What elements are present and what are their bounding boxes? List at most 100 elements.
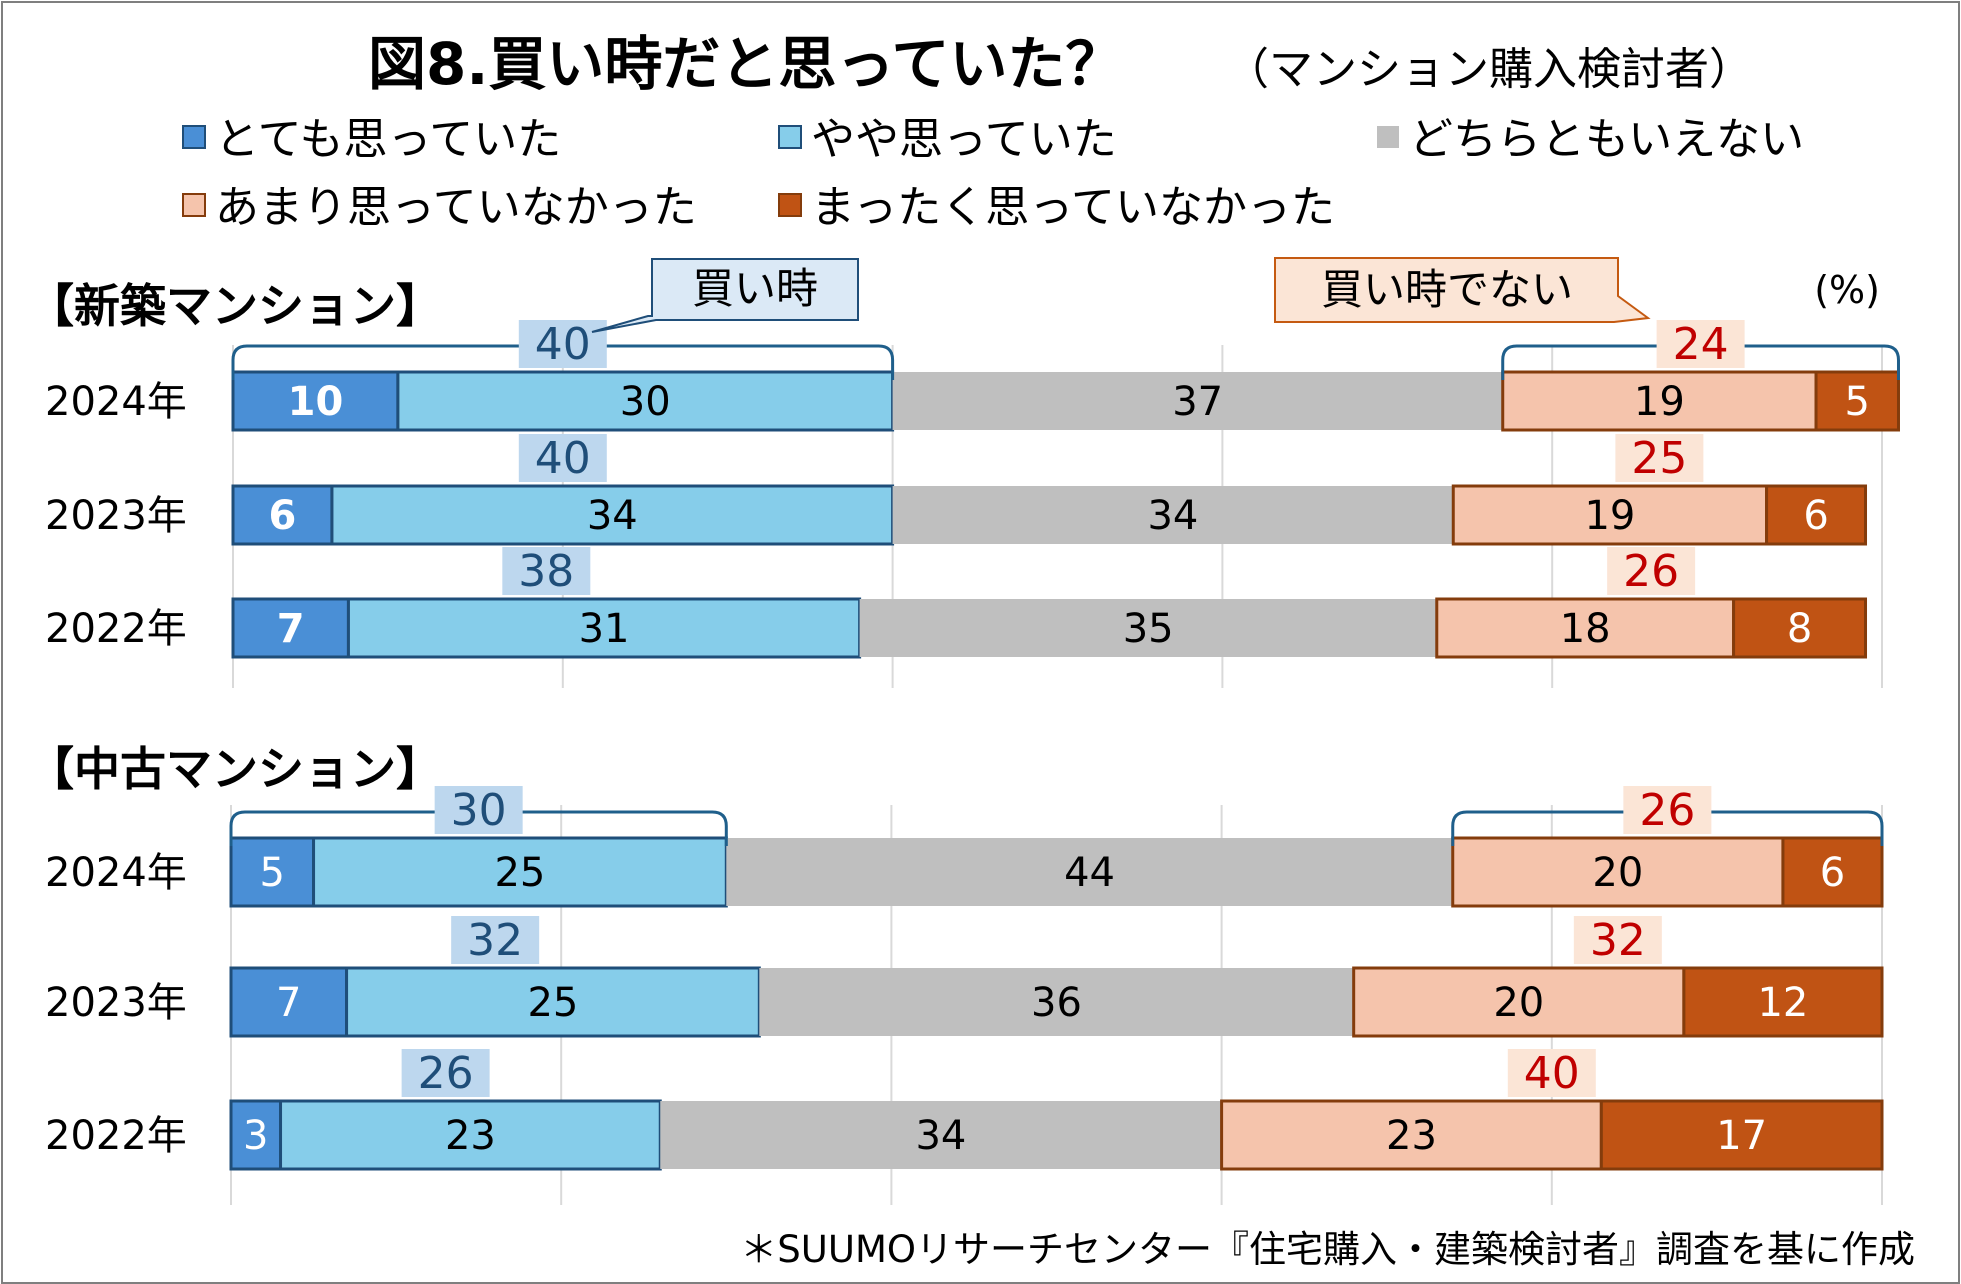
data-label-not-at-all: 8: [1787, 606, 1812, 652]
bar-neutral: [660, 1101, 1222, 1169]
data-label-neutral: 35: [1123, 606, 1174, 652]
data-label-somewhat: 31: [579, 606, 630, 652]
total-notbuy-label: 40: [1524, 1048, 1580, 1099]
bar-somewhat: [346, 597, 862, 659]
bar-not-much: [1220, 1099, 1603, 1171]
data-label-very: 5: [260, 850, 285, 896]
bar-not-much: [1435, 597, 1736, 659]
total-notbuy-badge: [1607, 547, 1696, 595]
data-label-somewhat: 25: [494, 850, 545, 896]
data-label-not-at-all: 17: [1716, 1113, 1767, 1159]
bar-very: [231, 484, 334, 546]
total-notbuy-badge: [1656, 320, 1745, 368]
panel-titles: 【新築マンション】【中古マンション】: [28, 279, 442, 796]
bar-not-at-all: [1814, 370, 1900, 432]
legend-swatch-not-much: [182, 193, 206, 217]
total-buy-label: 32: [467, 915, 523, 966]
data-label-neutral: 44: [1064, 850, 1115, 896]
bar-somewhat: [279, 1099, 662, 1171]
data-label-somewhat: 23: [445, 1113, 496, 1159]
total-buy-badge: [451, 916, 540, 964]
bar-neutral: [892, 372, 1503, 430]
source-note: ＊SUUMOリサーチセンター『住宅購入・建築検討者』調査を基に作成: [740, 1228, 1915, 1271]
total-buy-badge: [401, 1049, 490, 1097]
data-label-very: 7: [277, 606, 305, 652]
data-label-not-much: 20: [1493, 980, 1544, 1026]
total-notbuy-label: 32: [1590, 915, 1646, 966]
total-buy-label: 38: [518, 546, 574, 597]
total-buy-badge: [502, 547, 591, 595]
row-label: 2024年: [45, 850, 187, 896]
total-buy-badge: [518, 320, 607, 368]
row-label: 2024年: [45, 379, 187, 425]
bar-neutral: [726, 838, 1453, 906]
total-notbuy-badge: [1507, 1049, 1596, 1097]
total-buy-badge: [518, 434, 607, 482]
data-label-neutral: 36: [1031, 980, 1082, 1026]
bar-not-at-all: [1765, 484, 1868, 546]
total-notbuy-badge: [1615, 434, 1704, 482]
data-label-not-much: 19: [1634, 379, 1685, 425]
callout-buy: 買い時: [591, 258, 859, 333]
data-label-very: 7: [276, 980, 301, 1026]
legend-label-not-at-all: まったく思っていなかった: [811, 182, 1335, 233]
bar-very: [231, 597, 350, 659]
legend-label-very: とても思っていた: [215, 114, 561, 165]
callout-notbuy: 買い時でない: [1274, 257, 1651, 323]
legend-label-not-much: あまり思っていなかった: [215, 182, 697, 233]
row-label: 2022年: [45, 606, 187, 652]
bar-not-at-all: [1732, 597, 1868, 659]
total-notbuy-label: 26: [1639, 785, 1695, 836]
legend-swatch-very: [182, 125, 206, 149]
bar-neutral: [759, 968, 1354, 1036]
legend-swatch-somewhat: [778, 125, 802, 149]
bar-not-much: [1451, 484, 1769, 546]
bar-somewhat: [312, 836, 728, 908]
callout-notbuy-text: 買い時でない: [1321, 265, 1573, 314]
data-label-very: 10: [288, 379, 344, 425]
data-label-somewhat: 30: [620, 379, 671, 425]
bar-not-much: [1352, 966, 1686, 1038]
total-notbuy-label: 24: [1673, 319, 1729, 370]
data-label-somewhat: 34: [587, 493, 638, 539]
total-notbuy-badge: [1573, 916, 1662, 964]
bar-not-at-all: [1781, 836, 1884, 908]
total-buy-label: 30: [451, 785, 507, 836]
total-buy-label: 40: [535, 319, 591, 370]
brackets: 40 24 40 25 38 26 30 26 32 32 26 40: [229, 319, 1900, 1099]
data-label-not-at-all: 12: [1757, 980, 1808, 1026]
row-label: 2022年: [45, 1113, 187, 1159]
legend-swatch-neutral: [1377, 126, 1399, 148]
data-label-very: 3: [243, 1113, 268, 1159]
data-label-not-at-all: 6: [1820, 850, 1845, 896]
data-label-not-at-all: 6: [1803, 493, 1828, 539]
panel-title: 【中古マンション】: [28, 742, 442, 796]
data-label-neutral: 34: [915, 1113, 966, 1159]
total-buy-label: 26: [418, 1048, 474, 1099]
legend-swatch-not-at-all: [778, 193, 802, 217]
bar-very: [229, 836, 316, 908]
total-notbuy-label: 25: [1631, 433, 1687, 484]
legend-label-somewhat: やや思っていた: [811, 114, 1117, 165]
total-buy-badge: [434, 786, 523, 834]
bar-neutral: [892, 486, 1454, 544]
data-label-not-much: 18: [1560, 606, 1611, 652]
data-label-not-at-all: 5: [1845, 379, 1870, 425]
data-label-not-much: 23: [1386, 1113, 1437, 1159]
data-label-not-much: 19: [1584, 493, 1635, 539]
total-buy-label: 40: [535, 433, 591, 484]
data-label-somewhat: 25: [527, 980, 578, 1026]
row-label: 2023年: [45, 493, 187, 539]
data-label-neutral: 34: [1147, 493, 1198, 539]
total-notbuy-label: 26: [1623, 546, 1679, 597]
legend-label-neutral: どちらともいえない: [1409, 114, 1804, 165]
bar-somewhat: [396, 370, 895, 432]
row-label: 2023年: [45, 980, 187, 1026]
bar-not-at-all: [1682, 966, 1884, 1038]
chart-title: 図8.買い時だと思っていた？: [368, 30, 1124, 98]
total-notbuy-badge: [1623, 786, 1712, 834]
data-label-neutral: 37: [1172, 379, 1223, 425]
